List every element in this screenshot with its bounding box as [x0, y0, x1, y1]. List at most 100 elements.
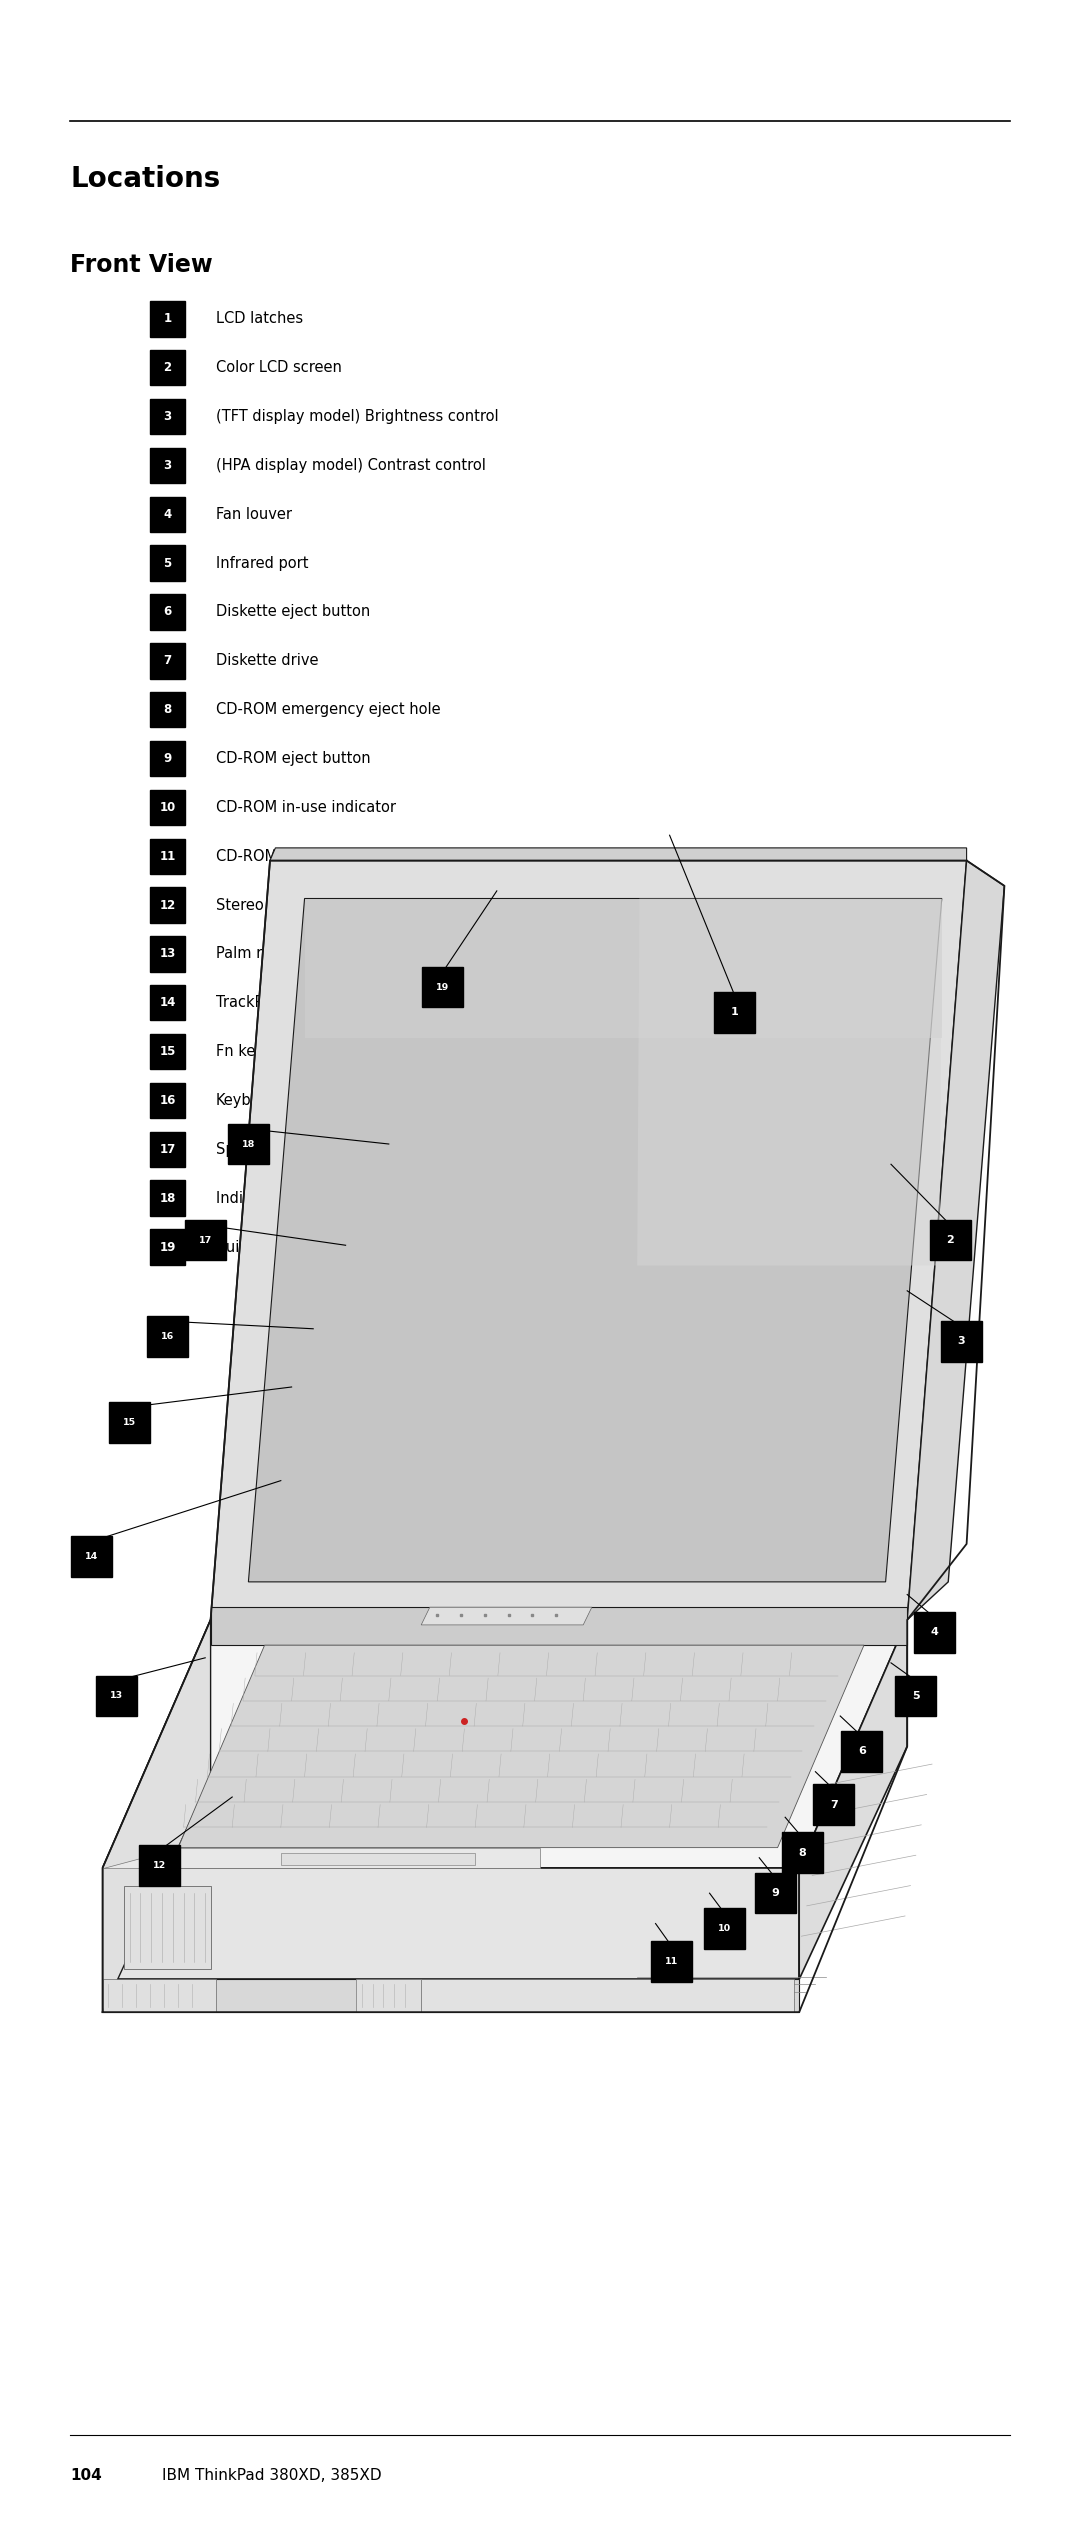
FancyBboxPatch shape	[150, 400, 185, 435]
Text: 12: 12	[159, 899, 176, 911]
Text: 16: 16	[159, 1093, 176, 1106]
Text: 9: 9	[771, 1888, 780, 1898]
Text: 15: 15	[123, 1417, 136, 1427]
Text: 14: 14	[85, 1552, 98, 1562]
Text: 8: 8	[798, 1848, 807, 1858]
FancyBboxPatch shape	[150, 742, 185, 777]
Text: 10: 10	[159, 800, 176, 815]
Text: 6: 6	[163, 605, 172, 618]
Polygon shape	[907, 861, 1004, 1620]
Polygon shape	[211, 861, 967, 1620]
FancyBboxPatch shape	[651, 1941, 692, 1982]
Text: 16: 16	[161, 1331, 174, 1341]
FancyBboxPatch shape	[714, 992, 755, 1033]
FancyBboxPatch shape	[150, 936, 185, 972]
Polygon shape	[281, 1853, 475, 1865]
FancyBboxPatch shape	[147, 1316, 188, 1357]
Polygon shape	[178, 1645, 864, 1848]
Text: 5: 5	[912, 1691, 920, 1701]
FancyBboxPatch shape	[813, 1784, 854, 1825]
Text: 2: 2	[163, 362, 172, 375]
Polygon shape	[103, 1979, 216, 2012]
Text: Locations: Locations	[70, 165, 220, 192]
FancyBboxPatch shape	[150, 1131, 185, 1167]
FancyBboxPatch shape	[704, 1908, 745, 1949]
FancyBboxPatch shape	[914, 1612, 955, 1653]
Text: 14: 14	[159, 997, 176, 1010]
Text: 1: 1	[730, 1007, 739, 1017]
Text: 8: 8	[163, 704, 172, 716]
Polygon shape	[305, 899, 942, 1038]
Text: 1: 1	[163, 311, 172, 326]
Polygon shape	[421, 1607, 592, 1625]
FancyBboxPatch shape	[150, 595, 185, 630]
Polygon shape	[270, 848, 967, 861]
Text: 19: 19	[159, 1240, 176, 1253]
FancyBboxPatch shape	[150, 1083, 185, 1119]
Text: Keyboard: Keyboard	[216, 1093, 285, 1109]
Text: (TFT display model) Brightness control: (TFT display model) Brightness control	[216, 410, 499, 425]
Text: 13: 13	[159, 947, 176, 959]
Polygon shape	[421, 1979, 794, 2012]
Text: Diskette drive: Diskette drive	[216, 653, 319, 668]
Text: Fn key: Fn key	[216, 1045, 264, 1058]
Text: (HPA display model) Contrast control: (HPA display model) Contrast control	[216, 458, 486, 473]
FancyBboxPatch shape	[755, 1873, 796, 1913]
Text: 18: 18	[159, 1192, 176, 1205]
FancyBboxPatch shape	[139, 1845, 180, 1886]
FancyBboxPatch shape	[941, 1321, 982, 1362]
Polygon shape	[103, 1620, 907, 1868]
FancyBboxPatch shape	[150, 1033, 185, 1068]
Polygon shape	[211, 1607, 907, 1645]
Text: 3: 3	[957, 1336, 966, 1346]
Text: Palm rest: Palm rest	[216, 947, 284, 962]
Text: 4: 4	[163, 509, 172, 521]
FancyBboxPatch shape	[109, 1402, 150, 1443]
FancyBboxPatch shape	[150, 547, 185, 582]
Text: Diskette eject button: Diskette eject button	[216, 605, 370, 620]
Text: TrackPoint III: TrackPoint III	[216, 995, 309, 1010]
Text: CD-ROM emergency eject hole: CD-ROM emergency eject hole	[216, 701, 441, 716]
Text: 19: 19	[436, 982, 449, 992]
Text: 12: 12	[153, 1860, 166, 1870]
Text: Color LCD screen: Color LCD screen	[216, 359, 342, 375]
Polygon shape	[248, 899, 942, 1582]
Text: 15: 15	[159, 1045, 176, 1058]
Polygon shape	[124, 1886, 211, 1969]
Text: Built-in microphone: Built-in microphone	[216, 1240, 360, 1255]
Text: Indicator panel: Indicator panel	[216, 1190, 326, 1205]
Text: Infrared port: Infrared port	[216, 557, 309, 569]
Text: 3: 3	[163, 458, 172, 471]
Text: 10: 10	[718, 1924, 731, 1934]
Text: 17: 17	[199, 1235, 212, 1245]
Text: Front View: Front View	[70, 253, 213, 276]
Polygon shape	[103, 1848, 540, 1868]
Text: 9: 9	[163, 752, 172, 764]
FancyBboxPatch shape	[185, 1220, 226, 1260]
Text: IBM ThinkPad 380XD, 385XD: IBM ThinkPad 380XD, 385XD	[162, 2468, 381, 2483]
FancyBboxPatch shape	[150, 301, 185, 337]
Text: 3: 3	[163, 410, 172, 423]
FancyBboxPatch shape	[150, 790, 185, 825]
Text: 6: 6	[858, 1746, 866, 1757]
Text: 2: 2	[946, 1235, 955, 1245]
FancyBboxPatch shape	[228, 1124, 269, 1164]
Text: 7: 7	[163, 656, 172, 668]
Text: CD-ROM eject button: CD-ROM eject button	[216, 752, 370, 767]
Polygon shape	[103, 1868, 799, 1979]
Text: Fan louver: Fan louver	[216, 506, 292, 521]
Text: LCD latches: LCD latches	[216, 311, 303, 326]
Text: 11: 11	[665, 1956, 678, 1967]
FancyBboxPatch shape	[895, 1676, 936, 1716]
FancyBboxPatch shape	[841, 1731, 882, 1772]
Text: 17: 17	[159, 1144, 176, 1157]
Text: 11: 11	[159, 850, 176, 863]
FancyBboxPatch shape	[150, 448, 185, 483]
FancyBboxPatch shape	[71, 1536, 112, 1577]
Text: Speaker (Box speaker:subwoofer): Speaker (Box speaker:subwoofer)	[216, 1141, 462, 1157]
Polygon shape	[103, 1979, 799, 2012]
FancyBboxPatch shape	[782, 1832, 823, 1873]
FancyBboxPatch shape	[150, 1179, 185, 1215]
FancyBboxPatch shape	[96, 1676, 137, 1716]
FancyBboxPatch shape	[150, 496, 185, 532]
